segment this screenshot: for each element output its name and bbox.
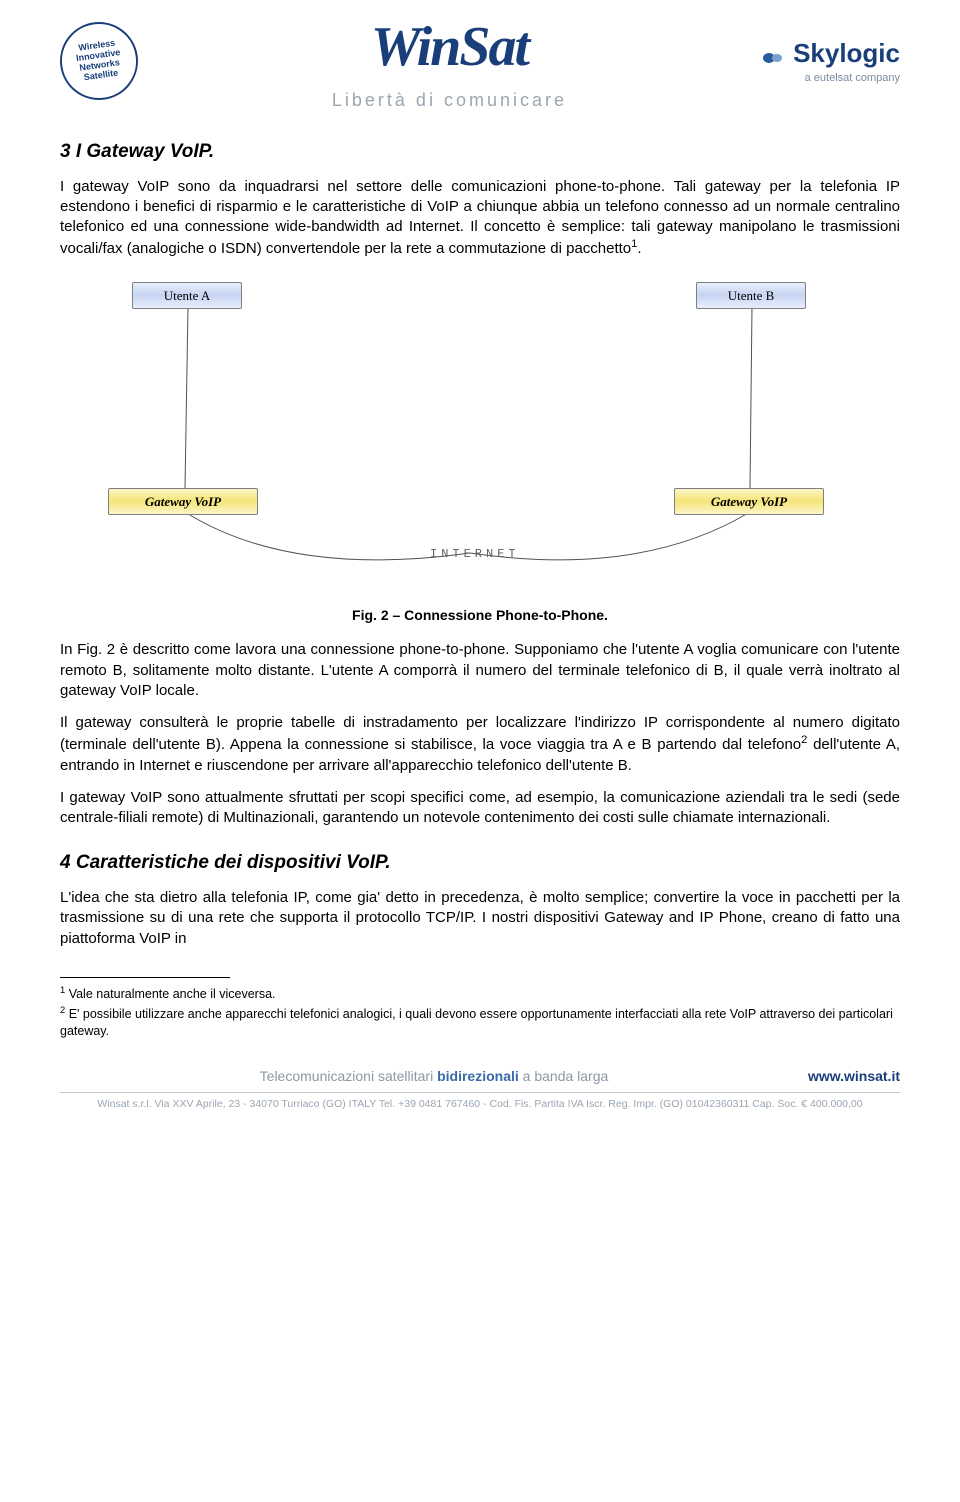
footnote-1-text: Vale naturalmente anche il viceversa. <box>65 987 275 1001</box>
section4-p1: L'idea che sta dietro alla telefonia IP,… <box>60 888 900 949</box>
skylogic-icon <box>761 51 783 65</box>
section3-p1-text: I gateway VoIP sono da inquadrarsi nel s… <box>60 178 900 258</box>
diagram-lines <box>60 278 900 588</box>
section3-heading: 3 I Gateway VoIP. <box>60 139 900 165</box>
footer-line2: Winsat s.r.l. Via XXV Aprile, 23 - 34070… <box>60 1097 900 1111</box>
after-fig-p1: In Fig. 2 è descritto come lavora una co… <box>60 640 900 701</box>
section4-heading: 4 Caratteristiche dei dispositivi VoIP. <box>60 850 900 876</box>
node-gateway-a: Gateway VoIP <box>108 488 258 516</box>
footer-url: www.winsat.it <box>808 1067 900 1086</box>
footer-line1-bold: bidirezionali <box>437 1068 519 1084</box>
footer-line1-c: a banda larga <box>519 1068 609 1084</box>
winsat-circle-logo: Wireless Innovative Networks Satellite <box>60 22 138 100</box>
skylogic-sub: a eutelsat company <box>761 71 900 86</box>
footnote-2: 2 E' possibile utilizzare anche apparecc… <box>60 1004 900 1039</box>
section3-p1-end: . <box>637 240 641 257</box>
node-utente-b: Utente B <box>696 282 806 310</box>
after-fig-p3: I gateway VoIP sono attualmente sfruttat… <box>60 788 900 829</box>
winsat-logo-text: WinSat <box>138 10 761 86</box>
figure-2-diagram: Utente A Utente B Gateway VoIP Gateway V… <box>60 278 900 588</box>
footer-divider <box>60 1092 900 1093</box>
after-fig-p2: Il gateway consulterà le proprie tabelle… <box>60 713 900 776</box>
after-fig-p2-a: Il gateway consulterà le proprie tabelle… <box>60 714 900 753</box>
footnote-1: 1 Vale naturalmente anche il viceversa. <box>60 984 900 1002</box>
footnote-2-text: E' possibile utilizzare anche apparecchi… <box>60 1007 893 1037</box>
page-footer: Telecomunicazioni satellitari bidirezion… <box>60 1067 900 1111</box>
skylogic-logo-block: Skylogic a eutelsat company <box>761 36 900 86</box>
page-header: Wireless Innovative Networks Satellite W… <box>60 0 900 117</box>
circle-line: Satellite <box>83 68 119 83</box>
node-utente-a: Utente A <box>132 282 242 310</box>
winsat-tagline: Libertà di comunicare <box>138 88 761 112</box>
node-gateway-b: Gateway VoIP <box>674 488 824 516</box>
internet-label: INTERNET <box>430 546 520 562</box>
footnote-separator <box>60 977 230 978</box>
figure-2-caption: Fig. 2 – Connessione Phone-to-Phone. <box>60 606 900 625</box>
section3-paragraph: I gateway VoIP sono da inquadrarsi nel s… <box>60 177 900 260</box>
footer-line1-a: Telecomunicazioni satellitari <box>260 1068 437 1084</box>
skylogic-name: Skylogic <box>793 38 900 68</box>
winsat-brand-block: WinSat Libertà di comunicare <box>138 10 761 112</box>
footer-line1: Telecomunicazioni satellitari bidirezion… <box>60 1067 900 1086</box>
